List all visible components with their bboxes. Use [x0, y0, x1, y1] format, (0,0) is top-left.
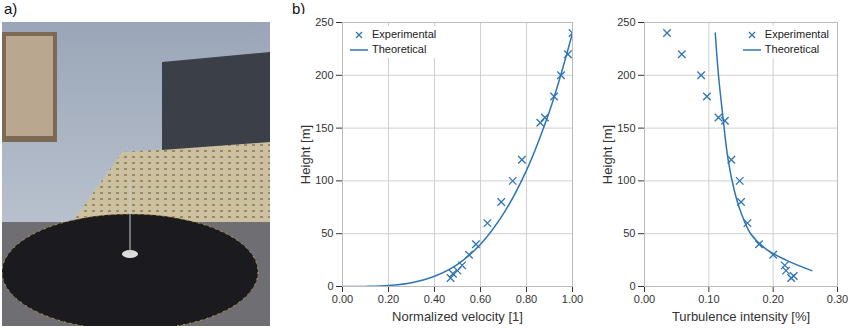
svg-text:150: 150: [617, 122, 635, 134]
svg-text:0.00: 0.00: [332, 293, 353, 305]
svg-text:200: 200: [617, 69, 635, 81]
svg-text:50: 50: [623, 227, 635, 239]
svg-text:0: 0: [327, 280, 333, 292]
html-text:Experimental: Experimental: [764, 28, 829, 40]
svg-text:Height [m]: Height [m]: [298, 125, 313, 184]
svg-text:100: 100: [617, 174, 635, 186]
svg-text:0.00: 0.00: [634, 293, 655, 305]
svg-text:0.20: 0.20: [378, 293, 399, 305]
svg-text:Turbulence intensity [%]: Turbulence intensity [%]: [672, 309, 810, 324]
svg-text:1.00: 1.00: [562, 293, 583, 305]
svg-text:0.10: 0.10: [698, 293, 719, 305]
svg-text:0.80: 0.80: [516, 293, 537, 305]
svg-text:100: 100: [315, 174, 333, 186]
svg-text:Normalized velocity [1]: Normalized velocity [1]: [392, 309, 523, 324]
svg-text:0.30: 0.30: [827, 293, 848, 305]
html-text:Theoretical: Theoretical: [372, 43, 427, 55]
svg-text:0: 0: [629, 280, 635, 292]
svg-text:200: 200: [315, 69, 333, 81]
svg-text:0.20: 0.20: [762, 293, 783, 305]
svg-text:50: 50: [321, 227, 333, 239]
html-text:Experimental: Experimental: [372, 28, 437, 40]
svg-text:250: 250: [315, 16, 333, 28]
html-text:Theoretical: Theoretical: [764, 43, 820, 55]
svg-text:250: 250: [617, 16, 635, 28]
svg-text:Height [m]: Height [m]: [600, 125, 615, 184]
svg-text:0.40: 0.40: [424, 293, 445, 305]
html-text:a): a): [4, 0, 18, 17]
svg-text:0.60: 0.60: [470, 293, 491, 305]
html-text:b): b): [292, 0, 306, 17]
svg-text:150: 150: [315, 122, 333, 134]
